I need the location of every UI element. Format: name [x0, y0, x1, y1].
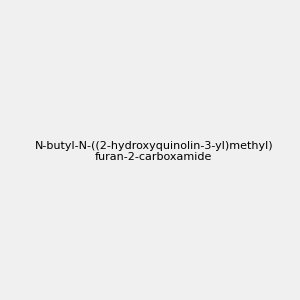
Text: N-butyl-N-((2-hydroxyquinolin-3-yl)methyl)
furan-2-carboxamide: N-butyl-N-((2-hydroxyquinolin-3-yl)methy…	[34, 141, 273, 162]
